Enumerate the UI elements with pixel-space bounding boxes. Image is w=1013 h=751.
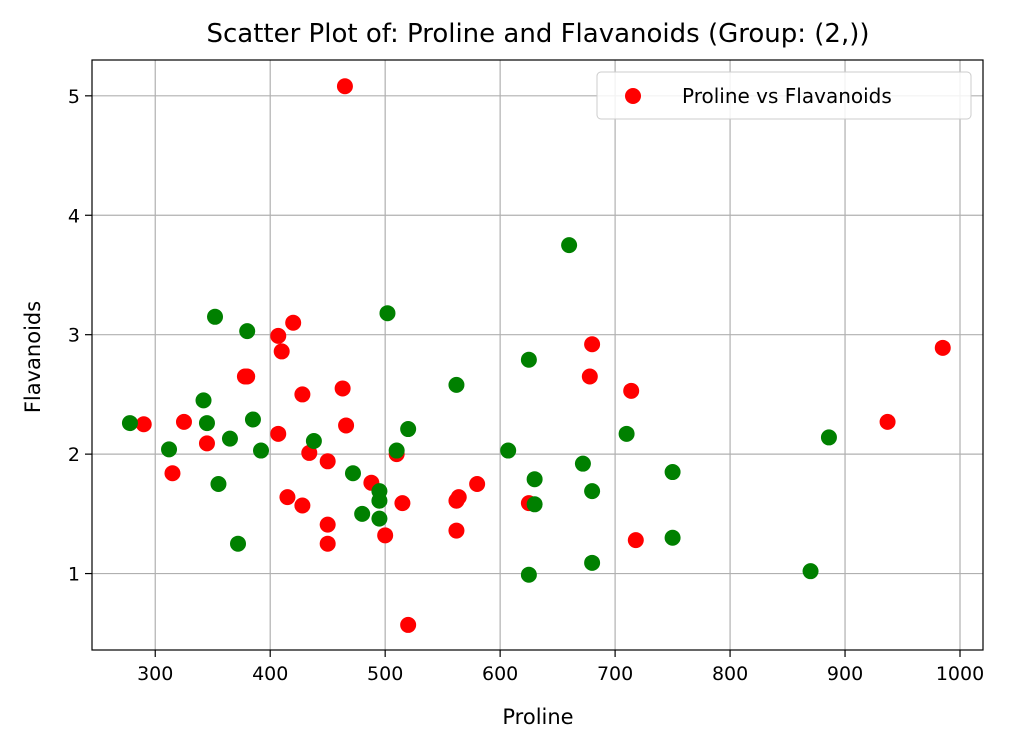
data-point [388, 442, 405, 459]
x-tick-label: 500 [367, 663, 403, 685]
data-point [230, 535, 247, 552]
data-point [469, 475, 486, 492]
data-point [121, 415, 138, 432]
data-point [450, 489, 467, 506]
data-point [239, 323, 256, 340]
data-point [239, 368, 256, 385]
y-tick-label: 4 [68, 205, 80, 227]
data-point [294, 497, 311, 514]
legend: Proline vs Flavanoids [596, 71, 972, 120]
data-point [253, 442, 270, 459]
data-point [377, 527, 394, 544]
data-point [334, 380, 351, 397]
data-point [319, 535, 336, 552]
x-axis-label: Proline [502, 705, 573, 729]
data-point [207, 308, 224, 325]
data-point [561, 237, 578, 254]
data-point [520, 351, 537, 368]
data-point [244, 411, 261, 428]
data-point [574, 455, 591, 472]
x-tick-label: 400 [252, 663, 288, 685]
data-point [198, 415, 215, 432]
plot-frame [91, 59, 984, 651]
data-point [270, 327, 287, 344]
x-tick-label: 900 [827, 663, 863, 685]
x-tick-label: 800 [712, 663, 748, 685]
y-axis-ticks: 1 2 3 4 5 [68, 86, 92, 586]
data-point [394, 495, 411, 512]
data-point [336, 78, 353, 95]
series-0 [135, 78, 951, 633]
data-point [294, 386, 311, 403]
x-tick-label: 600 [482, 663, 518, 685]
data-point [802, 563, 819, 580]
legend-marker [625, 88, 641, 104]
data-point [198, 435, 215, 452]
data-point [520, 566, 537, 583]
x-axis-ticks: 300 400 500 600 700 800 900 1000 [137, 650, 984, 685]
data-point [135, 416, 152, 433]
data-point [221, 430, 238, 447]
data-point [526, 496, 543, 513]
data-point [879, 413, 896, 430]
data-point [664, 464, 681, 481]
data-point [627, 532, 644, 549]
data-point [400, 616, 417, 633]
legend-entry: Proline vs Flavanoids [682, 84, 892, 108]
y-tick-label: 3 [68, 325, 80, 347]
data-point [270, 425, 287, 442]
data-point [305, 432, 322, 449]
data-point [526, 471, 543, 488]
x-tick-label: 700 [597, 663, 633, 685]
data-point [379, 305, 396, 322]
x-tick-label: 1000 [936, 663, 984, 685]
y-tick-label: 1 [68, 564, 80, 586]
data-point [285, 314, 302, 331]
data-point [161, 441, 178, 458]
data-point [400, 421, 417, 438]
data-point [500, 442, 517, 459]
data-point [164, 465, 181, 482]
data-point [371, 510, 388, 527]
data-point [344, 465, 361, 482]
data-point [210, 475, 227, 492]
y-tick-label: 2 [68, 444, 80, 466]
data-point [934, 339, 951, 356]
data-point [354, 505, 371, 522]
x-tick-label: 300 [137, 663, 173, 685]
legend-box [596, 71, 972, 120]
data-point [175, 413, 192, 430]
data-point [448, 376, 465, 393]
data-points [121, 78, 951, 633]
data-point [273, 343, 290, 360]
data-point [618, 425, 635, 442]
data-point [581, 368, 598, 385]
data-point [584, 336, 601, 353]
data-point [319, 453, 336, 470]
y-tick-label: 5 [68, 86, 80, 108]
data-point [448, 522, 465, 539]
data-point [584, 483, 601, 500]
data-point [371, 492, 388, 509]
data-point [319, 516, 336, 533]
data-point [195, 392, 212, 409]
grid-lines [92, 60, 983, 650]
chart-title: Scatter Plot of: Proline and Flavanoids … [206, 19, 869, 49]
data-point [584, 554, 601, 571]
data-point [664, 529, 681, 546]
data-point [623, 382, 640, 399]
data-point [279, 489, 296, 506]
series-1 [121, 237, 837, 583]
data-point [338, 417, 355, 434]
data-point [820, 429, 837, 446]
y-axis-label: Flavanoids [21, 301, 45, 413]
